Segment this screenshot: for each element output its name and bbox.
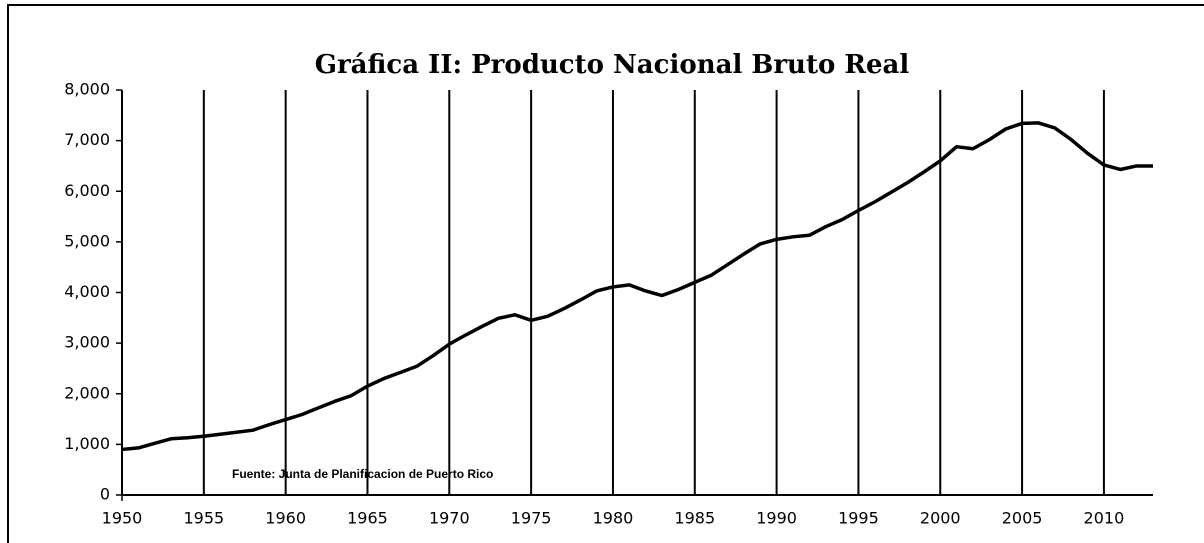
x-tick-label: 1970 — [429, 509, 470, 528]
x-tick-label: 1955 — [183, 509, 224, 528]
x-tick-label: 1960 — [265, 509, 306, 528]
annotation: Fuente: Junta de Planificacion de Puerto… — [232, 467, 493, 481]
chart-title: Gráfica II: Producto Nacional Bruto Real — [315, 50, 910, 80]
y-tick-label: 7,000 — [64, 130, 110, 149]
y-tick-label: 5,000 — [64, 231, 110, 250]
x-tick-label: 2005 — [1002, 509, 1043, 528]
x-tick-label: 2000 — [920, 509, 961, 528]
y-tick-label: 3,000 — [64, 333, 110, 352]
y-tick-label: 2,000 — [64, 383, 110, 402]
x-tick-label: 1965 — [347, 509, 388, 528]
x-tick-label: 1990 — [756, 509, 797, 528]
x-tick-label: 1995 — [838, 509, 879, 528]
x-tick-label: 1975 — [511, 509, 552, 528]
y-tick-label: 6,000 — [64, 181, 110, 200]
y-tick-label: 0 — [100, 485, 110, 504]
y-tick-label: 4,000 — [64, 282, 110, 301]
x-tick-label: 1950 — [102, 509, 143, 528]
x-tick-label: 1985 — [674, 509, 715, 528]
data-line — [121, 121, 1153, 452]
x-tick-label: 1980 — [593, 509, 634, 528]
frame — [7, 4, 1204, 543]
y-tick-label: 1,000 — [64, 434, 110, 453]
y-tick-label: 8,000 — [64, 80, 110, 99]
x-tick-label: 2010 — [1084, 509, 1125, 528]
